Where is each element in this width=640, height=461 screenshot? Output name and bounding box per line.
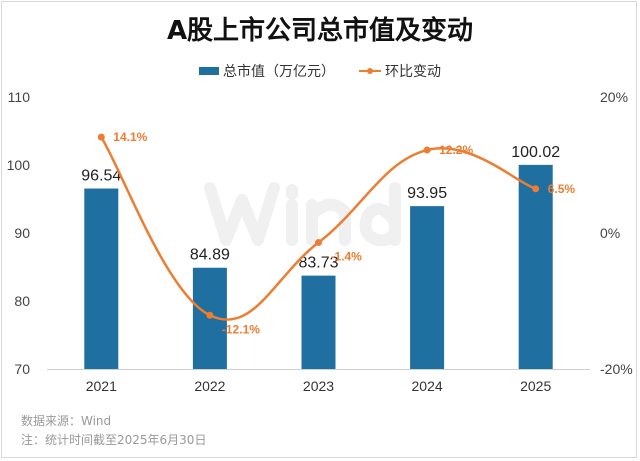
legend-swatch-line [359, 68, 381, 74]
bar [518, 164, 553, 369]
legend-label: 环比变动 [385, 64, 441, 80]
left-tick-label: 100 [7, 157, 31, 173]
left-tick-label: 90 [14, 225, 30, 241]
right-tick-label: -20% [600, 361, 633, 377]
bar-value-label: 100.02 [511, 144, 560, 161]
watermark-logo [204, 182, 401, 247]
date-note: 注：统计时间截至2025年6月30日 [21, 433, 207, 447]
x-tick-label: 2023 [303, 378, 334, 394]
line-point [97, 133, 105, 141]
line-value-label: 6.5% [548, 182, 576, 196]
line-point [532, 185, 540, 193]
bar-value-label: 83.73 [298, 255, 338, 272]
x-tick-label: 2022 [194, 378, 225, 394]
legend-item-change: 环比变动 [359, 61, 441, 81]
source-note: 数据来源：Wind [21, 414, 112, 428]
bar [410, 206, 445, 369]
legend-item-market-cap: 总市值（万亿元） [199, 61, 335, 81]
line-point [315, 239, 322, 247]
line-value-label: -12.1% [222, 322, 260, 336]
line-value-label: 12.2% [439, 143, 473, 157]
x-tick-label: 2024 [412, 378, 443, 394]
x-tick-label: 2021 [86, 378, 117, 394]
line-point [206, 311, 214, 319]
bar-value-label: 93.95 [407, 185, 447, 202]
bar [84, 188, 119, 369]
bar-value-label: 96.54 [81, 168, 121, 185]
left-tick-label: 80 [14, 293, 30, 309]
line-point [423, 146, 431, 154]
line-value-label: -1.4% [331, 250, 363, 264]
left-tick-label: 70 [14, 361, 30, 377]
legend-label: 总市值（万亿元） [223, 64, 335, 80]
right-tick-label: 0% [600, 225, 620, 241]
x-tick-label: 2025 [520, 378, 551, 394]
change-line [100, 136, 537, 321]
left-tick-label: 110 [8, 89, 31, 105]
legend: 总市值（万亿元） 环比变动 [0, 61, 640, 81]
bar-value-label: 84.89 [190, 247, 230, 264]
bar [301, 275, 336, 369]
right-tick-label: 20% [600, 89, 628, 105]
legend-swatch-bar [199, 67, 219, 75]
line-value-label: 14.1% [113, 130, 147, 144]
chart-title: A股上市公司总市值及变动 [166, 16, 474, 46]
